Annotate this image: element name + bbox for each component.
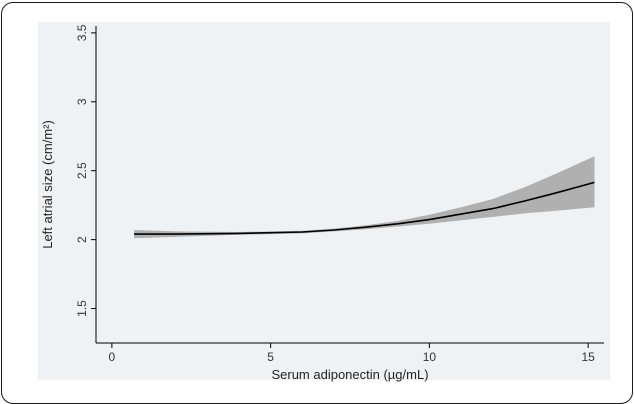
x-tick-label: 10 [423, 350, 437, 364]
series-line-layer [134, 181, 595, 235]
series-line [134, 181, 595, 235]
y-tick-label: 2.5 [75, 162, 89, 179]
axes [95, 26, 604, 344]
y-tick-label: 3.5 [75, 24, 89, 41]
confidence-band [134, 156, 595, 239]
x-axis-title: Serum adiponectin (µg/mL) [271, 367, 428, 382]
x-tick-label: 5 [267, 350, 274, 364]
x-tick-label: 15 [581, 350, 595, 364]
y-axis-title: Left atrial size (cm/m²) [40, 120, 55, 249]
confidence-band-layer [134, 156, 595, 239]
y-tick-label: 1.5 [75, 300, 89, 317]
y-tick-label: 2 [75, 236, 89, 243]
x-tick-label: 0 [109, 350, 116, 364]
y-ticks: 1.5 2 2.5 3 3.5 [75, 24, 96, 317]
line-chart: 0 5 10 15 1.5 2 2.5 3 3.5 Serum adiponectin (µg… [40, 24, 604, 382]
x-ticks: 0 5 10 15 [109, 343, 595, 364]
y-tick-label: 3 [75, 98, 89, 105]
